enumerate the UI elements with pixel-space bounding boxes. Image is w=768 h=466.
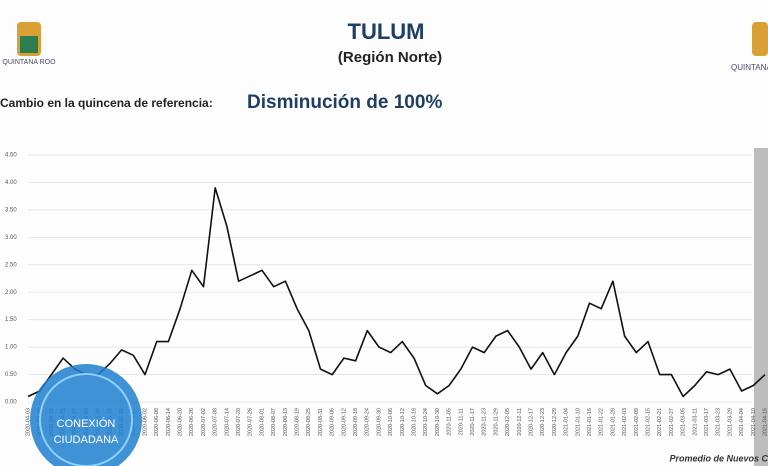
x-tick-label: 2021-03-17 [704,408,710,436]
x-tick-label: 2020-09-30 [376,408,382,436]
y-tick-label: 4.50 [5,153,17,159]
chart-title: TULUM [348,19,425,44]
x-tick-label: 2020-11-29 [493,408,499,436]
x-tick-label: 2020-08-01 [259,408,265,436]
reference-label: Cambio en la quincena de referencia: [0,96,213,110]
x-tick-label: 2020-10-06 [388,408,394,436]
x-tick-label: 2021-02-09 [634,408,640,436]
side-panel [754,148,768,466]
x-tick-label: 2021-03-05 [681,408,687,436]
x-tick-label: 2020-12-17 [528,408,534,436]
x-tick-label: 2020-06-14 [166,408,172,436]
watermark-text: CONEXIÓN [57,417,116,430]
y-tick-label: 3.50 [5,207,17,213]
x-tick-label: 2020-04-03 [25,408,31,436]
x-tick-label: 2020-09-12 [341,408,347,436]
x-tick-label: 2020-06-02 [142,408,148,436]
x-tick-label: 2020-11-05 [447,408,453,436]
y-tick-label: 0.00 [5,400,17,406]
x-tick-label: 2020-07-20 [236,408,242,436]
highlight: Disminución de 100% [247,92,442,113]
x-tick-label: 2021-04-10 [751,408,757,436]
x-tick-label: 2021-01-04 [564,408,570,436]
x-tick-label: 2020-10-12 [400,408,406,436]
x-tick-label: 2021-03-29 [727,408,733,436]
x-tick-label: 2020-08-07 [271,408,277,436]
x-tick-label: 2020-09-06 [330,408,336,436]
x-tick-label: 2021-01-22 [599,408,605,436]
x-tick-label: 2020-08-19 [295,408,301,436]
x-tick-label: 2020-10-30 [435,408,441,436]
x-tick-label: 2020-12-23 [540,408,546,436]
x-tick-label: 2021-04-16 [762,408,768,436]
x-tick-label: 2021-04-04 [739,408,745,436]
x-tick-label: 2020-07-26 [248,408,254,436]
y-tick-label: 0.50 [5,372,17,378]
watermark: CONEXIÓN CIUDADANA [30,364,142,466]
x-tick-label: 2020-09-18 [353,408,359,436]
x-tick-label: 2020-12-05 [505,408,511,436]
x-tick-label: 2020-12-29 [552,408,558,436]
x-tick-label: 2020-07-02 [201,408,207,436]
x-tick-label: 2021-01-10 [575,408,581,436]
x-tick-label: 2020-09-24 [365,408,371,436]
x-tick-label: 2020-07-08 [213,408,219,436]
x-tick-label: 2021-02-27 [669,408,675,436]
y-tick-label: 2.00 [5,290,17,296]
data-line [27,187,766,398]
x-tick-label: 2020-12-11 [517,408,523,436]
x-tick-label: 2021-02-15 [645,408,651,436]
x-tick-label: 2021-03-23 [716,408,722,436]
x-tick-label: 2020-06-08 [154,408,160,436]
x-tick-label: 2020-08-13 [283,408,289,436]
x-tick-label: 2020-11-17 [470,408,476,436]
watermark-circle [30,364,142,466]
y-tick-label: 4.00 [5,180,17,186]
x-tick-label: 2021-02-21 [657,408,663,436]
y-tick-label: 2.50 [5,262,17,268]
chart-subtitle: (Región Norte) [338,49,442,66]
x-tick-label: 2021-01-28 [610,408,616,436]
logo-right: QUINTANA ROO [731,22,768,72]
x-tick-label: 2020-10-18 [412,408,418,436]
x-tick-label: 2020-11-11 [458,408,464,435]
y-tick-label: 3.00 [5,235,17,241]
logo-shield [752,22,768,56]
logo-left: QUINTANA ROO [2,22,56,66]
x-tick-label: 2020-11-23 [482,408,488,436]
x-tick-label: 2021-01-16 [587,408,593,436]
x-tick-label: 2021-02-03 [622,408,628,436]
x-tick-label: 2020-08-25 [306,408,312,436]
x-tick-label: 2020-06-20 [178,408,184,436]
logo-text: QUINTANA ROO [731,63,768,72]
logo-text: QUINTANA ROO [2,59,56,66]
y-tick-label: 1.50 [5,317,17,323]
x-tick-label: 2020-07-14 [224,408,230,436]
y-tick-label: 1.00 [5,345,17,351]
footer-note: Promedio de Nuevos C [669,453,768,463]
x-tick-label: 2020-08-31 [318,408,324,436]
logo-shield-inner [20,36,38,53]
watermark-ring [39,373,133,466]
x-tick-label: 2021-03-11 [692,408,698,436]
x-tick-label: 2020-06-26 [189,408,195,436]
x-tick-label: 2020-10-24 [423,408,429,436]
watermark-text: CIUDADANA [54,434,119,446]
